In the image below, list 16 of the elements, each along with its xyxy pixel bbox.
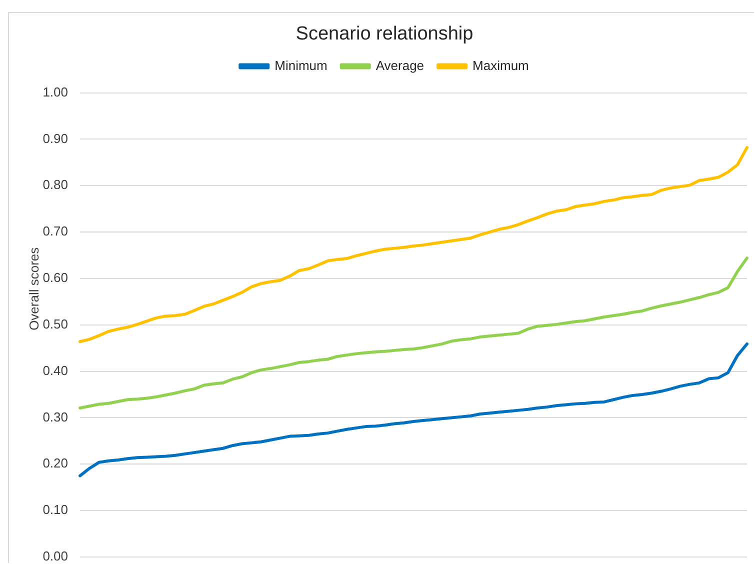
y-axis-title: Overall scores bbox=[26, 246, 42, 330]
legend-label: Maximum bbox=[472, 58, 529, 73]
y-tick-label: 0.90 bbox=[42, 130, 68, 146]
y-tick-label: 0.50 bbox=[42, 316, 68, 332]
y-tick-label: 0.60 bbox=[42, 270, 68, 286]
y-tick-label: 1.00 bbox=[42, 84, 68, 100]
y-tick-label: 0.30 bbox=[42, 409, 68, 424]
y-tick-label: 0.70 bbox=[42, 224, 68, 239]
y-tick-label: 0.20 bbox=[42, 456, 68, 471]
y-tick-label: 0.40 bbox=[42, 362, 68, 378]
legend-label: Minimum bbox=[274, 58, 328, 73]
chart-title: Scenario relationship bbox=[296, 24, 474, 45]
y-tick-label: 0.80 bbox=[42, 177, 68, 192]
y-tick-label: 0.10 bbox=[42, 502, 68, 518]
legend-label: Average bbox=[376, 58, 424, 73]
y-tick-label: 0.00 bbox=[42, 548, 68, 564]
